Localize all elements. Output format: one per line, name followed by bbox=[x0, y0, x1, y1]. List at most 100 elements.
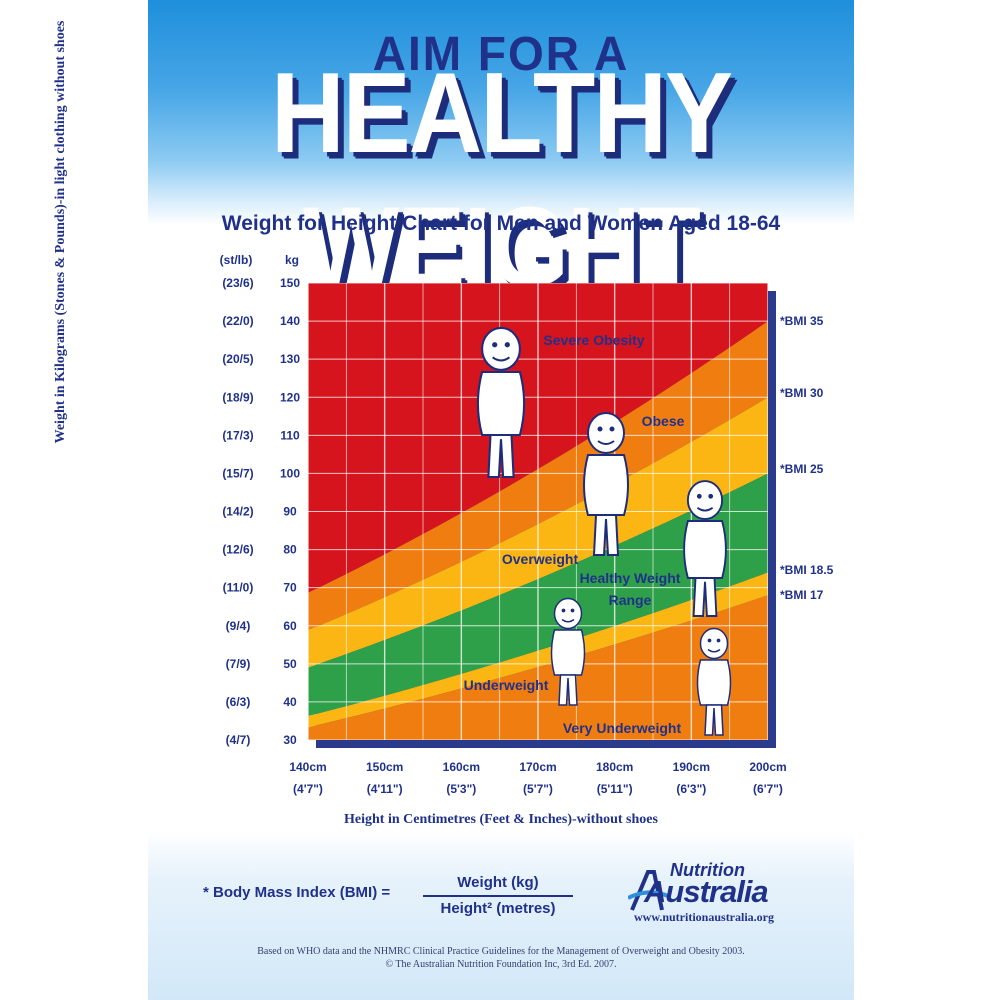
figure-body bbox=[476, 370, 526, 437]
figure-mouth bbox=[491, 356, 511, 362]
x-tick-label-cm: 150cm bbox=[366, 760, 403, 774]
figure-legs bbox=[558, 674, 578, 706]
obese-woman-figure-icon bbox=[583, 412, 629, 556]
figure-eye bbox=[696, 493, 702, 499]
figure-body bbox=[683, 520, 727, 579]
y-tick-label-stones: (23/6) bbox=[222, 276, 253, 290]
underweight-figure-icon bbox=[550, 597, 586, 706]
figure-mouth bbox=[696, 506, 714, 512]
figure-eye bbox=[609, 426, 615, 432]
y-tick-label-kg: 50 bbox=[283, 657, 297, 671]
y-tick-label-kg: 110 bbox=[280, 428, 300, 442]
very-underweight-woman-figure-icon bbox=[696, 627, 732, 736]
logo-url: www.nutritionaustralia.org bbox=[634, 910, 775, 924]
figure-body bbox=[696, 659, 732, 706]
figure-eye bbox=[707, 638, 712, 643]
figure-legs bbox=[704, 704, 724, 736]
y-tick-label-kg: 150 bbox=[280, 276, 300, 290]
x-axis-label: Height in Centimetres (Feet & Inches)-wi… bbox=[344, 812, 658, 827]
y-tick-label-stones: (9/4) bbox=[226, 619, 251, 633]
y-tick-label-kg: 30 bbox=[283, 733, 297, 747]
x-tick-label-cm: 170cm bbox=[519, 760, 556, 774]
x-tick-label-ft: (4'11") bbox=[367, 782, 403, 796]
x-tick-label-ft: (6'3") bbox=[676, 782, 706, 796]
severe-obesity-figure-icon bbox=[476, 326, 526, 479]
figure-eye bbox=[716, 638, 721, 643]
figure-mouth bbox=[561, 618, 575, 623]
x-tick-label-cm: 160cm bbox=[443, 760, 480, 774]
figure-mouth bbox=[597, 440, 615, 445]
poster: AIM FOR A HEALTHY WEIGHT Weight for Heig… bbox=[53, 0, 854, 1000]
bmi-formula-numerator: Weight (kg) bbox=[457, 874, 539, 891]
bmi-line-label: *BMI 17 bbox=[780, 588, 824, 602]
heading-small: AIM FOR A bbox=[372, 25, 630, 81]
y-tick-label-stones: (14/2) bbox=[222, 505, 253, 519]
figure-head bbox=[481, 326, 521, 371]
figure-head bbox=[686, 480, 724, 521]
figure-eye bbox=[561, 608, 566, 613]
y-tick-label-stones: (12/6) bbox=[222, 543, 253, 557]
bmi-formula-denominator: Height² (metres) bbox=[440, 900, 556, 917]
figure-body bbox=[583, 454, 629, 516]
y-tick-label-stones: (22/0) bbox=[222, 314, 253, 328]
y-axis-label: Weight in Kilograms (Stones & Pounds)-in… bbox=[53, 20, 68, 444]
y-tick-label-stones: (20/5) bbox=[222, 352, 253, 366]
y-tick-label-stones: (6/3) bbox=[226, 695, 251, 709]
zone-label: Healthy Weight bbox=[580, 570, 681, 586]
x-tick-label-ft: (6'7") bbox=[753, 782, 783, 796]
y-tick-label-kg: 130 bbox=[280, 352, 300, 366]
footnote-line-2: © The Australian Nutrition Foundation In… bbox=[385, 959, 617, 970]
x-tick-label-ft: (5'11") bbox=[597, 782, 633, 796]
y-tick-label-stones: (4/7) bbox=[226, 733, 251, 747]
bmi-line-label: *BMI 35 bbox=[780, 314, 824, 328]
healthy-man-figure-icon bbox=[683, 480, 727, 617]
plot-area bbox=[308, 283, 768, 740]
x-tick-label-ft: (5'3") bbox=[446, 782, 476, 796]
zone-label: Range bbox=[609, 592, 652, 608]
x-tick-label-ft: (4'7") bbox=[293, 782, 323, 796]
figure-head bbox=[587, 412, 625, 454]
figure-legs bbox=[692, 577, 718, 617]
figure-eye bbox=[570, 608, 575, 613]
footnote-line-1: Based on WHO data and the NHMRC Clinical… bbox=[257, 946, 745, 957]
figure-head bbox=[553, 597, 583, 630]
y-tick-label-kg: 80 bbox=[283, 543, 297, 557]
y-tick-label-kg: 90 bbox=[283, 505, 297, 519]
figure-eye bbox=[708, 493, 714, 499]
y-tick-label-kg: 140 bbox=[280, 314, 300, 328]
logo-swoosh-icon bbox=[628, 870, 668, 911]
y-tick-label-kg: 70 bbox=[283, 581, 297, 595]
y-tick-label-kg: 100 bbox=[280, 466, 300, 480]
figure-legs bbox=[487, 433, 515, 479]
zone-label: Underweight bbox=[464, 677, 549, 693]
y-tick-label-stones: (7/9) bbox=[226, 657, 251, 671]
nutrition-australia-logo: Nutrition Australia www.nutritionaustral… bbox=[628, 860, 794, 930]
chart-subtitle: Weight for Height Chart for Men and Wome… bbox=[221, 212, 781, 235]
figure-mouth bbox=[707, 648, 721, 653]
bmi-formula-label: * Body Mass Index (BMI) = bbox=[203, 884, 391, 901]
zone-label: Obese bbox=[642, 413, 685, 429]
bmi-formula-fraction-bar bbox=[423, 895, 573, 897]
zone-label: Very Underweight bbox=[563, 720, 682, 736]
figure-head bbox=[699, 627, 729, 660]
y-unit-header-kg: kg bbox=[285, 253, 299, 267]
figure-eye bbox=[504, 342, 510, 348]
bmi-line-label: *BMI 30 bbox=[780, 386, 824, 400]
y-tick-label-kg: 40 bbox=[283, 695, 297, 709]
x-tick-label-cm: 140cm bbox=[289, 760, 326, 774]
bmi-line-label: *BMI 18.5 bbox=[780, 563, 834, 577]
y-tick-label-stones: (18/9) bbox=[222, 390, 253, 404]
figure-legs bbox=[592, 514, 620, 556]
x-tick-label-ft: (5'7") bbox=[523, 782, 553, 796]
y-tick-label-stones: (11/0) bbox=[223, 581, 254, 595]
y-tick-label-stones: (15/7) bbox=[222, 466, 253, 480]
figure-eye bbox=[492, 342, 498, 348]
x-tick-label-cm: 180cm bbox=[596, 760, 633, 774]
x-tick-label-cm: 190cm bbox=[673, 760, 710, 774]
y-tick-label-kg: 120 bbox=[280, 390, 300, 404]
zone-label: Severe Obesity bbox=[543, 332, 644, 348]
logo-text-australia: Australia bbox=[644, 874, 769, 909]
x-tick-label-cm: 200cm bbox=[749, 760, 786, 774]
logo-text-nutrition: Nutrition bbox=[670, 860, 745, 880]
y-tick-label-stones: (17/3) bbox=[222, 428, 253, 442]
